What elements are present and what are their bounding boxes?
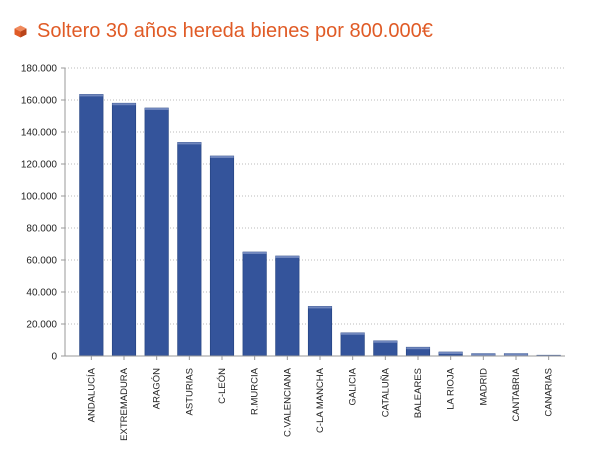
bar [111,102,137,357]
y-tick-label: 20.000 [26,320,57,331]
y-tick-label: 0 [51,352,57,363]
x-tick-label: CATALUÑA [380,367,391,417]
y-tick-labels: 0 20.000 40.000 60.000 80.000 100.000 120.000 1… [21,64,58,363]
bar-highlight [471,353,496,356]
bar-highlight [340,332,365,335]
x-tick-label: LA RIOJA [446,367,457,409]
y-tick-label: 140.000 [21,128,58,139]
gridlines [65,67,565,325]
bar-highlight [79,94,104,97]
x-tick-label: ANDALUCÍA [86,367,97,422]
bar [307,306,333,357]
bar [177,142,202,357]
bar-highlight [177,142,202,145]
bar [209,155,235,357]
x-tick-label: C-LEÓN [217,368,228,404]
x-tick-label: ARAGÓN [152,368,163,409]
bar-highlight [275,256,300,258]
bar [144,107,169,357]
axes [61,67,565,360]
y-tick-label: 160.000 [21,96,58,107]
y-tick-label: 80.000 [26,224,57,235]
bar-highlight [112,103,136,106]
x-tick-label: CANARIAS [544,368,555,417]
bar [373,340,398,357]
bar [340,332,365,357]
bar-highlight [242,252,267,254]
x-tick-label: BALEARES [413,368,424,418]
x-tick-label: EXTREMADURA [119,367,130,441]
bar [275,255,300,357]
bar-highlight [210,156,234,158]
bar-highlight [406,347,430,350]
bar-highlight [308,306,332,309]
chart-title: Soltero 30 años hereda bienes por 800.00… [37,19,433,42]
x-tick-label: R.MURCIA [250,367,261,415]
x-tick-label: GALICIA [348,367,359,405]
y-tick-label: 180.000 [21,64,58,75]
x-tick-label: C-LA MANCHA [315,367,326,433]
bar [242,251,267,357]
chart-title-row: Soltero 30 años hereda bienes por 800.00… [14,18,433,44]
bar-highlight [438,352,463,354]
y-tick-label: 60.000 [26,256,57,267]
bar-highlight [504,353,528,356]
bar-highlight [144,108,169,110]
y-tick-label: 40.000 [26,288,57,299]
y-tick-label: 100.000 [21,192,58,203]
bars [79,94,561,357]
bar-highlight [373,340,398,343]
cube-icon [14,25,27,37]
x-tick-label: ASTURIAS [184,368,195,416]
x-tick-label: C.VALENCIANA [282,367,293,437]
y-tick-label: 120.000 [21,160,58,171]
x-tick-label: MADRID [478,368,489,406]
bar [79,94,104,357]
x-tick-labels: ANDALUCÍA EXTREMADURA ARAGÓN ASTURIAS C-LEÓN… [86,367,554,441]
x-tick-label: CANTABRIA [511,367,522,421]
